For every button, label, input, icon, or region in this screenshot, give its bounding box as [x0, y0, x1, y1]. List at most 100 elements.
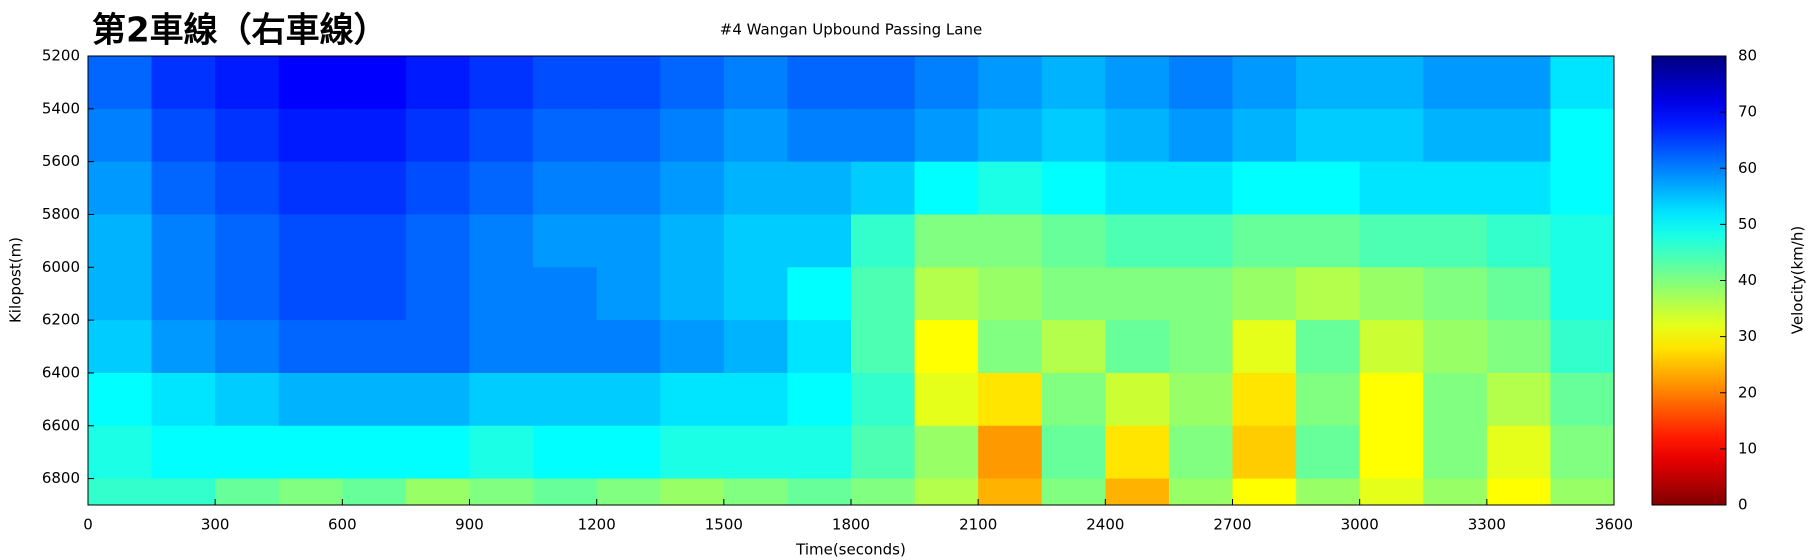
heat-cell — [723, 372, 788, 427]
heat-cell — [851, 214, 916, 268]
heat-cell — [1168, 267, 1233, 321]
heat-cell — [1359, 425, 1424, 480]
x-tick-label: 1500 — [705, 516, 743, 534]
heat-cell — [533, 56, 598, 110]
heat-cell — [1423, 267, 1488, 321]
heat-cell — [1486, 478, 1551, 506]
heat-cell — [596, 108, 661, 163]
heat-cell — [88, 108, 153, 163]
heat-cell — [151, 214, 216, 268]
y-tick-label: 6000 — [42, 258, 80, 276]
heat-cell — [1486, 425, 1551, 480]
heat-cell — [469, 320, 534, 374]
heat-cell — [88, 320, 153, 374]
heat-cell — [1423, 108, 1488, 163]
heat-cell — [723, 478, 788, 506]
heat-cell — [1359, 161, 1424, 215]
heat-cell — [1041, 478, 1106, 506]
heat-cell — [405, 320, 470, 374]
heat-cell — [596, 161, 661, 215]
heat-cell — [787, 267, 852, 321]
heat-cell — [469, 161, 534, 215]
heat-cell — [1168, 161, 1233, 215]
heat-cell — [1232, 214, 1297, 268]
heat-cell — [278, 56, 343, 110]
heat-cell — [596, 425, 661, 480]
heat-cell — [851, 478, 916, 506]
y-tick-label: 6400 — [42, 363, 80, 381]
heat-cell — [978, 108, 1043, 163]
heat-cell — [851, 320, 916, 374]
heat-cell — [469, 372, 534, 427]
heat-cell — [215, 56, 280, 110]
x-tick-label: 2400 — [1086, 516, 1124, 534]
heat-cell — [1550, 267, 1615, 321]
heat-cell — [1550, 372, 1615, 427]
heat-cell — [1168, 320, 1233, 374]
heat-cell — [1296, 372, 1361, 427]
heat-cell — [278, 425, 343, 480]
heat-cell — [1168, 108, 1233, 163]
heat-cell — [1423, 214, 1488, 268]
heat-cell — [342, 372, 407, 427]
heat-cell — [342, 108, 407, 163]
heat-cell — [342, 320, 407, 374]
heat-cell — [1359, 372, 1424, 427]
heat-cell — [1359, 320, 1424, 374]
heat-cell — [1041, 320, 1106, 374]
heat-cell — [151, 161, 216, 215]
heat-cell — [787, 478, 852, 506]
heat-cell — [342, 56, 407, 110]
heat-cell — [1105, 372, 1170, 427]
heat-cell — [914, 214, 979, 268]
heat-cell — [88, 425, 153, 480]
colorbar-tick-label: 0 — [1738, 496, 1748, 514]
heat-cell — [1041, 56, 1106, 110]
heat-cell — [1423, 372, 1488, 427]
heat-cell — [596, 320, 661, 374]
heat-cell — [978, 161, 1043, 215]
heat-cell — [978, 372, 1043, 427]
heat-cell — [405, 372, 470, 427]
heat-cell — [151, 372, 216, 427]
colorbar-tick-label: 30 — [1738, 327, 1757, 345]
heat-cell — [1041, 267, 1106, 321]
heat-cell — [533, 108, 598, 163]
heat-cell — [1359, 267, 1424, 321]
heat-cell — [88, 56, 153, 110]
x-tick-label: 1200 — [578, 516, 616, 534]
heat-cell — [1359, 56, 1424, 110]
heat-cell — [88, 478, 153, 506]
heat-cell — [1296, 320, 1361, 374]
heat-cell — [1550, 425, 1615, 480]
heat-cell — [660, 214, 725, 268]
heat-cell — [342, 267, 407, 321]
heat-cell — [596, 214, 661, 268]
heat-cell — [914, 161, 979, 215]
heat-cell — [596, 267, 661, 321]
heat-cell — [151, 56, 216, 110]
heat-cell — [1423, 425, 1488, 480]
x-tick-label: 0 — [83, 516, 93, 534]
heat-cell — [1296, 267, 1361, 321]
heat-cell — [1423, 478, 1488, 506]
heat-cell — [278, 320, 343, 374]
heat-cell — [1041, 214, 1106, 268]
heat-cell — [1423, 320, 1488, 374]
heat-cell — [851, 56, 916, 110]
heat-cell — [1105, 108, 1170, 163]
heat-cell — [533, 372, 598, 427]
heat-cell — [533, 214, 598, 268]
heat-cell — [342, 214, 407, 268]
x-tick-label: 2700 — [1213, 516, 1251, 534]
heat-cell — [1041, 161, 1106, 215]
heat-cell — [215, 372, 280, 427]
heat-cell — [88, 214, 153, 268]
heat-cell — [533, 320, 598, 374]
heat-cell — [914, 267, 979, 321]
heat-cell — [914, 372, 979, 427]
heat-cell — [978, 320, 1043, 374]
heat-cell — [723, 320, 788, 374]
heat-cell — [851, 108, 916, 163]
heat-cell — [787, 161, 852, 215]
